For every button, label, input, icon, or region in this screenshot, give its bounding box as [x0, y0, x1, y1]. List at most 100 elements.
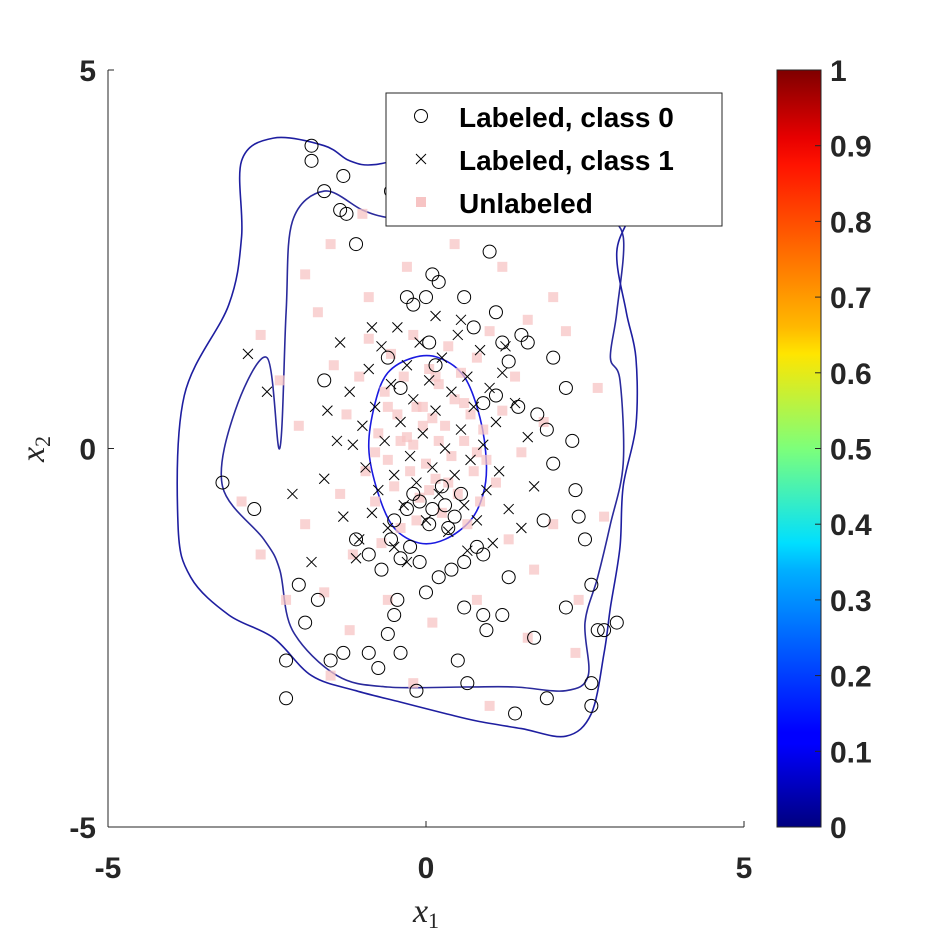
class1-point: [398, 499, 410, 511]
unlabeled-point: [522, 314, 533, 325]
class1-point: [442, 526, 454, 538]
class0-point: [546, 350, 561, 365]
unlabeled-point: [293, 420, 304, 431]
legend-box: [385, 92, 723, 227]
legend-square-marker: [416, 197, 426, 207]
class0-point: [495, 608, 510, 623]
class1-point: [331, 435, 343, 447]
unlabeled-point: [529, 564, 540, 575]
unlabeled-point: [465, 409, 476, 420]
class0-point: [349, 237, 364, 252]
class1-point: [344, 386, 356, 398]
class0-point: [419, 290, 433, 305]
class1-point: [261, 386, 273, 398]
class0-point: [457, 600, 472, 615]
unlabeled-point: [468, 466, 479, 477]
class0-point: [422, 335, 437, 350]
class1-point: [357, 420, 368, 432]
unlabeled-point: [395, 435, 406, 446]
class1-point: [347, 439, 359, 451]
class0-point: [508, 706, 523, 721]
unlabeled-point: [548, 292, 559, 303]
class1-point: [471, 515, 483, 526]
class1-point: [430, 405, 441, 417]
y-tick-label: 5: [79, 55, 96, 88]
class0-point: [539, 422, 554, 437]
class0-point: [399, 290, 414, 305]
x-tick-label: 5: [736, 852, 753, 885]
unlabeled-point: [484, 700, 495, 711]
class1-point: [455, 314, 467, 326]
contour-line-2: [367, 354, 488, 545]
unlabeled-point: [395, 522, 406, 533]
class0-point: [457, 555, 472, 570]
unlabeled-point: [516, 447, 527, 458]
class1-point: [388, 541, 400, 553]
unlabeled-point: [357, 208, 368, 219]
class0-point: [476, 547, 491, 562]
class0-point: [393, 551, 408, 566]
class0-point: [380, 350, 395, 365]
class0-point: [530, 407, 545, 422]
unlabeled-point: [548, 519, 559, 530]
class0-point: [536, 513, 551, 528]
class1-point: [414, 337, 425, 348]
class0-point: [409, 683, 424, 698]
unlabeled-point: [408, 678, 419, 689]
unlabeled-point: [459, 398, 470, 409]
class0-point: [546, 456, 561, 471]
unlabeled-point: [421, 458, 431, 469]
unlabeled-point: [281, 594, 292, 605]
class1-point: [322, 405, 333, 417]
class0-point: [279, 691, 294, 706]
unlabeled-point: [300, 269, 311, 280]
class0-point: [361, 547, 376, 562]
unlabeled-points: [236, 193, 610, 711]
class1-point: [366, 507, 378, 519]
class0-point: [501, 354, 516, 369]
class1-point: [493, 465, 505, 477]
class0-point: [371, 661, 386, 676]
unlabeled-point: [443, 341, 454, 352]
contour-line-1: [176, 136, 640, 738]
unlabeled-point: [471, 352, 482, 363]
class0-point: [387, 513, 402, 528]
class0-point: [590, 623, 605, 638]
class1-point: [287, 488, 298, 500]
class1-point: [363, 363, 375, 375]
unlabeled-point: [497, 405, 508, 416]
class0-point: [527, 630, 542, 645]
unlabeled-point: [462, 519, 473, 530]
legend-circle-marker: [414, 109, 428, 123]
class1-point: [379, 435, 391, 447]
unlabeled-point: [471, 594, 482, 605]
unlabeled-point: [427, 413, 438, 424]
x-ticks: -5 0 5: [95, 821, 753, 885]
class0-point: [609, 615, 624, 630]
unlabeled-point: [274, 375, 285, 386]
class1-point: [372, 484, 384, 496]
unlabeled-point: [382, 594, 393, 605]
class0-point: [558, 380, 573, 395]
unlabeled-point: [455, 367, 466, 378]
unlabeled-point: [484, 326, 495, 337]
class1-point: [382, 522, 394, 534]
class1-point: [487, 537, 499, 549]
class0-point: [428, 358, 443, 373]
class0-point: [384, 532, 399, 547]
unlabeled-point: [382, 454, 393, 465]
class0-point: [438, 498, 453, 513]
class1-point: [449, 469, 460, 481]
class0-point: [291, 577, 306, 592]
class0-point: [317, 184, 332, 199]
class1-point: [452, 329, 464, 341]
class0-point: [571, 509, 586, 524]
class0-point: [279, 653, 294, 668]
colorbar-ticks: 0 0.1 0.2 0.3 0.4 0.5 0.6 0.7 0.8 0.9 1: [815, 55, 872, 845]
legend-label-class1: Labeled, class 1: [459, 145, 674, 176]
unlabeled-point: [436, 507, 447, 518]
class1-point: [468, 401, 480, 413]
class0-point: [298, 615, 313, 630]
unlabeled-point: [497, 261, 508, 272]
class0-point: [469, 539, 484, 554]
